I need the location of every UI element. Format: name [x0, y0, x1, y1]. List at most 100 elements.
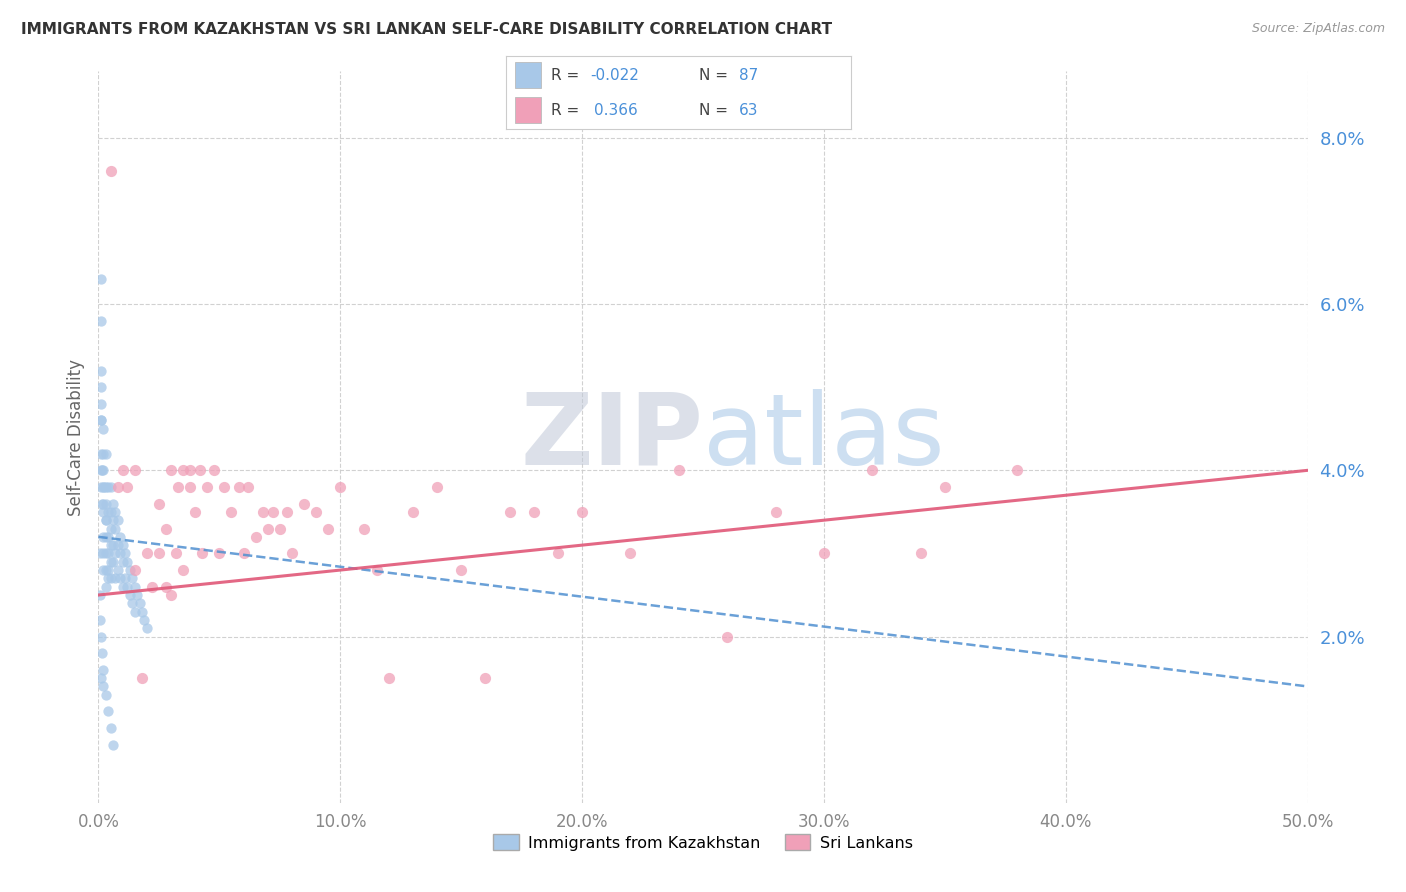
Point [107, 480, 129, 494]
Point [141, 580, 163, 594]
Point [101, 555, 124, 569]
Point [377, 671, 399, 685]
Point [188, 463, 211, 477]
Point [90, 671, 112, 685]
Point [107, 513, 129, 527]
Point [402, 505, 425, 519]
Point [221, 505, 243, 519]
FancyBboxPatch shape [515, 97, 540, 123]
Point [305, 505, 328, 519]
Point [101, 738, 124, 752]
Point [91, 530, 114, 544]
Point [366, 563, 388, 577]
Point [165, 546, 187, 560]
Point [111, 463, 134, 477]
Point [90, 480, 112, 494]
Point [269, 521, 291, 535]
Point [813, 546, 835, 560]
Point [232, 546, 254, 560]
Point [100, 505, 122, 519]
Point [118, 588, 141, 602]
Point [228, 480, 250, 494]
Point [934, 480, 956, 494]
Point [108, 546, 131, 560]
Point [97, 563, 120, 577]
Point [212, 480, 235, 494]
Point [910, 546, 932, 560]
Point [134, 613, 156, 627]
Point [155, 580, 177, 594]
Point [91, 497, 114, 511]
Point [668, 463, 690, 477]
Point [97, 505, 120, 519]
Point [100, 521, 122, 535]
Point [114, 546, 136, 560]
Point [184, 505, 207, 519]
Point [114, 571, 136, 585]
Point [91, 663, 114, 677]
Point [91, 646, 114, 660]
Point [100, 571, 122, 585]
Text: N =: N = [699, 68, 733, 83]
Text: 87: 87 [738, 68, 758, 83]
Point [135, 546, 157, 560]
Point [97, 480, 120, 494]
Point [94, 580, 117, 594]
Point [191, 546, 214, 560]
Point [172, 563, 194, 577]
Point [167, 480, 190, 494]
Point [94, 513, 117, 527]
Point [135, 621, 157, 635]
Point [90, 397, 112, 411]
Text: ZIP: ZIP [520, 389, 703, 485]
Point [124, 463, 146, 477]
Point [90, 413, 112, 427]
Point [256, 521, 278, 535]
Point [1007, 463, 1029, 477]
Point [91, 463, 114, 477]
Point [90, 314, 112, 328]
Point [91, 497, 114, 511]
Point [91, 563, 114, 577]
Text: 0.366: 0.366 [593, 103, 638, 118]
Point [107, 538, 129, 552]
Point [111, 580, 134, 594]
Point [179, 480, 201, 494]
Point [100, 721, 122, 735]
Point [571, 505, 593, 519]
Point [91, 505, 114, 519]
Point [276, 505, 298, 519]
Text: -0.022: -0.022 [591, 68, 640, 83]
Point [127, 588, 149, 602]
Point [148, 546, 170, 560]
Point [245, 530, 267, 544]
Point [108, 571, 131, 585]
Point [101, 538, 124, 552]
Point [619, 546, 641, 560]
Text: N =: N = [699, 103, 733, 118]
Point [90, 630, 112, 644]
Point [100, 538, 122, 552]
Point [160, 588, 183, 602]
Point [100, 555, 122, 569]
Text: Source: ZipAtlas.com: Source: ZipAtlas.com [1251, 22, 1385, 36]
Point [91, 463, 114, 477]
Point [179, 463, 201, 477]
Point [121, 596, 143, 610]
Point [121, 571, 143, 585]
Point [91, 480, 114, 494]
Point [238, 480, 260, 494]
Point [148, 497, 170, 511]
Text: atlas: atlas [703, 389, 945, 485]
Text: R =: R = [551, 68, 583, 83]
Point [329, 480, 352, 494]
Point [90, 363, 112, 377]
Point [91, 546, 114, 560]
Point [208, 546, 231, 560]
Point [204, 463, 226, 477]
Point [252, 505, 274, 519]
Point [765, 505, 787, 519]
Point [117, 580, 139, 594]
Point [128, 596, 150, 610]
Point [111, 538, 134, 552]
